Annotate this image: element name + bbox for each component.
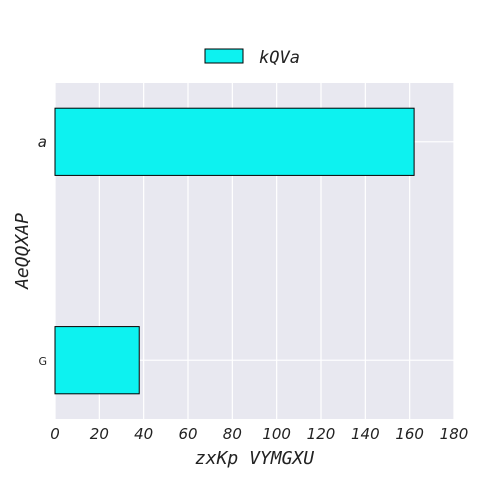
legend-label-kqva: kQVa <box>259 48 300 68</box>
category-label-a: a <box>38 133 47 151</box>
x-tick-label: 180 <box>440 425 469 443</box>
x-tick-label: 60 <box>178 425 197 443</box>
legend-swatch-kqva <box>204 48 244 64</box>
x-tick-label: 160 <box>395 425 424 443</box>
category-labels: aG <box>38 133 47 368</box>
bars <box>54 107 415 395</box>
bar-a <box>54 107 415 176</box>
y-axis-title: AeQQXAP <box>12 213 33 290</box>
x-tick-label: 20 <box>90 425 109 443</box>
x-tick-labels: 0 20 40 60 80 100 120 140 160 180 <box>50 425 468 443</box>
bar-g <box>54 326 140 395</box>
x-axis-title: zxKp VYMGXU <box>195 448 314 469</box>
x-tick-label: 40 <box>134 425 153 443</box>
x-tick-label: 100 <box>262 425 291 443</box>
x-tick-label: 80 <box>223 425 242 443</box>
x-tick-label: 120 <box>307 425 336 443</box>
legend: kQVa <box>204 48 300 68</box>
x-tick-label: 140 <box>351 425 380 443</box>
category-label-g: G <box>38 355 47 368</box>
x-tick-label: 0 <box>50 425 60 443</box>
